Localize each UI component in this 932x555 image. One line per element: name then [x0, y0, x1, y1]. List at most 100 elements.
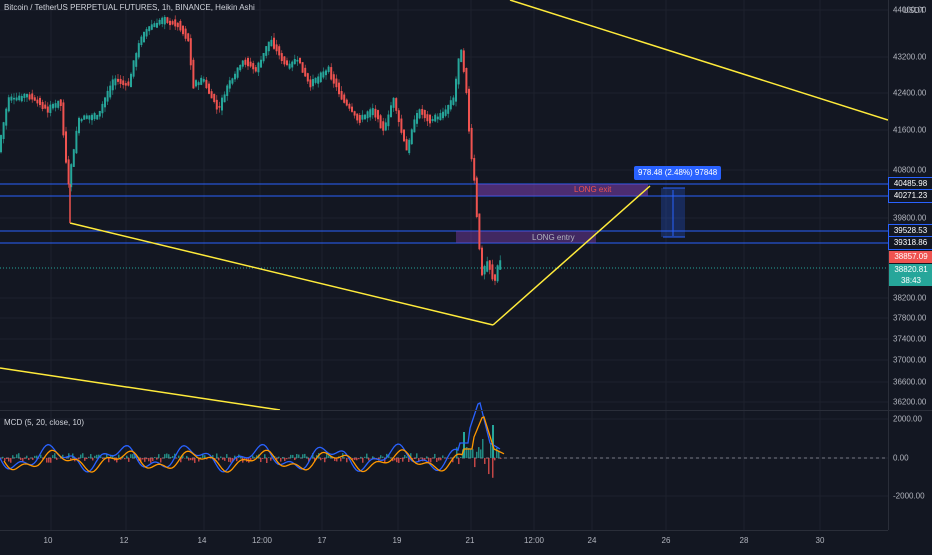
- candle-body: [489, 260, 491, 269]
- macd-histogram-bar: [8, 458, 10, 461]
- macd-histogram-bar: [78, 458, 80, 459]
- macd-histogram-bar: [80, 455, 82, 458]
- candle-body: [400, 119, 402, 133]
- measure-label[interactable]: 978.48 (2.48%) 97848: [634, 166, 721, 180]
- last-price-value: 38820.81: [889, 264, 932, 275]
- candle-body: [18, 96, 20, 101]
- candle-body: [283, 56, 285, 64]
- candle-body: [260, 60, 262, 68]
- time-axis-label: 14: [198, 536, 207, 545]
- price-tick-label: 40800.00: [893, 166, 926, 175]
- time-axis-label: 12: [120, 536, 129, 545]
- candle-body: [44, 105, 46, 109]
- macd-histogram-bar: [358, 458, 360, 459]
- macd-histogram-bar: [340, 458, 342, 461]
- candle-body: [330, 67, 332, 79]
- candle-body: [413, 119, 415, 132]
- candle-body: [52, 104, 54, 108]
- macd-histogram-bar: [26, 456, 28, 458]
- candle-body: [135, 53, 137, 67]
- candle-body: [270, 40, 272, 46]
- macd-histogram-bar: [478, 447, 480, 458]
- macd-histogram-bar: [54, 453, 56, 458]
- price-tick-label: 36200.00: [893, 398, 926, 407]
- candle-body: [328, 67, 330, 72]
- long-exit-bottom-tag: 40271.23: [888, 189, 932, 203]
- macd-histogram-bar: [458, 458, 460, 464]
- candle-body: [476, 178, 478, 217]
- candle-body: [463, 50, 465, 71]
- candle-body: [385, 122, 387, 130]
- macd-histogram-bar: [164, 454, 166, 458]
- macd-histogram-bar: [34, 456, 36, 458]
- macd-histogram-bar: [416, 453, 418, 458]
- candle-countdown: 38:43: [889, 275, 932, 286]
- macd-histogram-bar: [236, 458, 238, 461]
- candle-body: [421, 109, 423, 115]
- candle-body: [447, 105, 449, 114]
- macd-histogram-bar: [298, 455, 300, 458]
- macd-histogram-bar: [22, 458, 24, 461]
- time-axis-label: 24: [588, 536, 597, 545]
- long-exit-label[interactable]: LONG exit: [574, 185, 611, 194]
- macd-legend[interactable]: MCD (5, 20, close, 10): [4, 418, 84, 427]
- chart-area[interactable]: [0, 0, 888, 550]
- candle-body: [380, 115, 382, 128]
- candle-body: [94, 113, 96, 119]
- candle-body: [146, 29, 148, 36]
- macd-histogram-bar: [460, 457, 462, 458]
- time-axis-label: 17: [318, 536, 327, 545]
- candle-body: [273, 38, 275, 49]
- macd-histogram-bar: [266, 458, 268, 463]
- macd-histogram-bar: [24, 458, 26, 459]
- macd-histogram-bar: [32, 458, 34, 460]
- macd-histogram-bar: [154, 457, 156, 458]
- macd-histogram-bar: [320, 458, 322, 460]
- candle-body: [190, 38, 192, 65]
- candle-body: [276, 44, 278, 51]
- candle-body: [75, 131, 77, 153]
- macd-indicator: [0, 403, 504, 478]
- macd-histogram-bar: [302, 454, 304, 458]
- macd-histogram-bar: [130, 454, 132, 458]
- candle-body: [312, 79, 314, 86]
- time-axis-label: 28: [740, 536, 749, 545]
- macd-histogram-bar: [218, 458, 220, 460]
- candle-body: [437, 117, 439, 120]
- macd-histogram-bar: [46, 458, 48, 463]
- macd-histogram-bar: [4, 458, 6, 461]
- candle-body: [127, 81, 129, 85]
- candle-body: [226, 85, 228, 96]
- candle-body: [382, 121, 384, 130]
- candle-body: [250, 62, 252, 67]
- candle-body: [325, 70, 327, 75]
- candle-body: [369, 109, 371, 117]
- candle-body: [335, 79, 337, 88]
- main-chart-canvas[interactable]: [0, 0, 888, 550]
- long-entry-label[interactable]: LONG entry: [532, 233, 575, 242]
- candle-body: [491, 264, 493, 279]
- macd-histogram-bar: [142, 458, 144, 459]
- macd-histogram-bar: [254, 457, 256, 458]
- candle-body: [151, 24, 153, 29]
- price-tick-label: 37400.00: [893, 335, 926, 344]
- candle-body: [5, 109, 7, 126]
- macd-histogram-bar: [380, 455, 382, 458]
- macd-histogram-bar: [86, 458, 88, 459]
- candle-body: [39, 98, 41, 105]
- candle-body: [192, 60, 194, 89]
- macd-histogram-bar: [286, 458, 288, 459]
- candle-body: [442, 112, 444, 118]
- macd-histogram-bar: [124, 458, 126, 459]
- macd-histogram-bar: [482, 439, 484, 458]
- candle-body: [499, 260, 501, 270]
- candle-body: [294, 59, 296, 64]
- candle-body: [406, 139, 408, 150]
- macd-histogram-bar: [6, 458, 8, 459]
- candle-body: [315, 78, 317, 83]
- pane-divider[interactable]: [0, 410, 932, 411]
- candle-body: [78, 118, 80, 133]
- candle-body: [307, 73, 309, 81]
